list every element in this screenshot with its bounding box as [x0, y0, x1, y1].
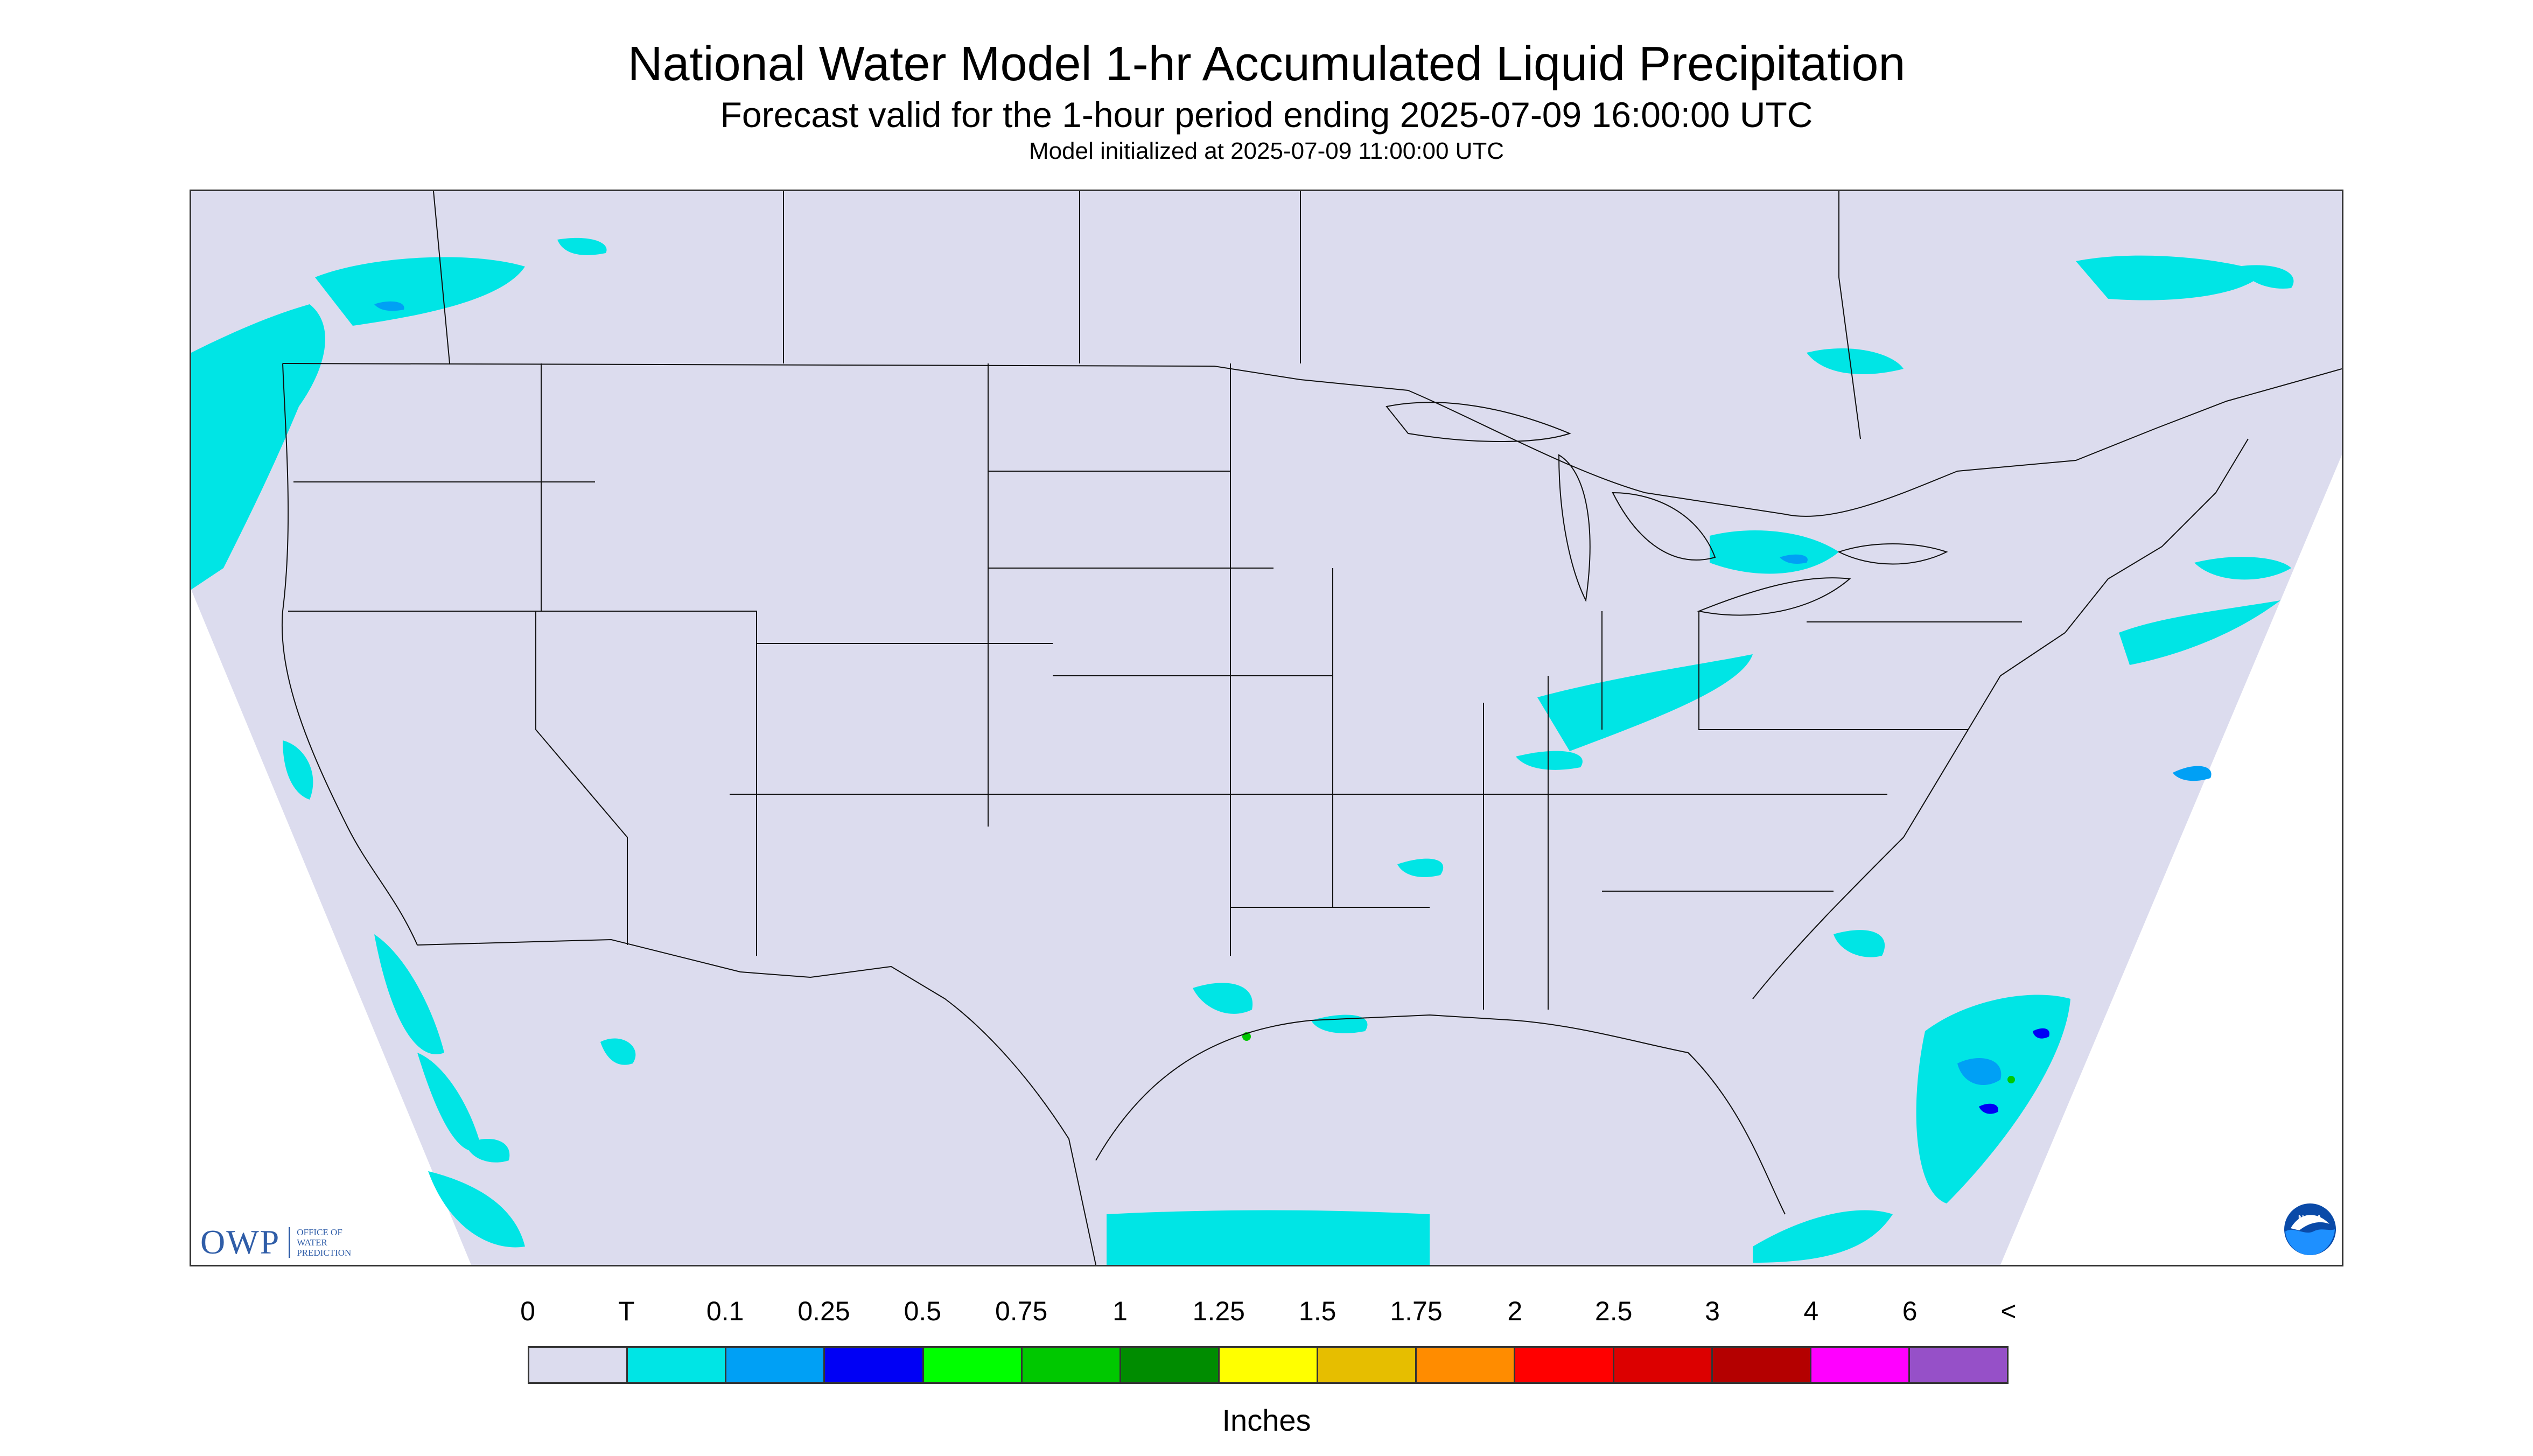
owp-logo: OWP OFFICE OF WATER PREDICTION: [200, 1222, 351, 1262]
precip-trace-areas: [191, 237, 2294, 1265]
noaa-logo-text: NOAA: [2298, 1214, 2322, 1223]
legend-swatch-6: [1121, 1348, 1220, 1382]
legend-tick-label: 6: [1902, 1296, 1918, 1326]
legend-swatch-5: [1022, 1348, 1121, 1382]
legend-swatch-12: [1712, 1348, 1811, 1382]
legend-tick-label: 2: [1507, 1296, 1523, 1326]
state-boundaries: [281, 191, 2342, 1265]
legend-swatch-10: [1515, 1348, 1614, 1382]
legend-tick-label: 0.25: [797, 1296, 850, 1326]
legend-swatch-1: [628, 1348, 727, 1382]
model-domain: [191, 191, 2342, 1265]
legend-swatch-8: [1318, 1348, 1417, 1382]
legend-tick-label: 1.25: [1192, 1296, 1245, 1326]
legend-swatch-2: [726, 1348, 825, 1382]
model-init-note: Model initialized at 2025-07-09 11:00:00…: [1028, 138, 1505, 164]
legend: 0 T 0.1 0.25 0.5 0.75 1 1.25 1.5 1.75 2 2.5 3 4 6 < Inc…: [0, 1292, 2533, 1456]
legend-swatch-0: [529, 1348, 628, 1382]
legend-tick-label: 1: [1112, 1296, 1128, 1326]
legend-tick-label: 0: [520, 1296, 535, 1326]
precipitation-map: [190, 190, 2343, 1266]
legend-swatch-3: [825, 1348, 924, 1382]
chart-title: National Water Model 1-hr Accumulated Li…: [627, 37, 1906, 91]
legend-tick-label: 1.75: [1390, 1296, 1443, 1326]
legend-units: Inches: [1222, 1403, 1311, 1437]
legend-tick-label: 3: [1705, 1296, 1720, 1326]
legend-swatch-13: [1811, 1348, 1910, 1382]
legend-tick-label: 4: [1803, 1296, 1819, 1326]
chart-subtitle: Forecast valid for the 1-hour period end…: [720, 95, 1813, 135]
precip-moderate-areas: [1979, 1028, 2049, 1114]
legend-tick-label: <: [2000, 1296, 2017, 1326]
precip-light-areas: [374, 301, 2212, 1085]
legend-swatch-14: [1909, 1348, 2007, 1382]
legend-swatch-7: [1219, 1348, 1319, 1382]
legend-tick-label: T: [618, 1296, 635, 1326]
legend-tick-label: 2.5: [1594, 1296, 1633, 1326]
legend-swatch-9: [1417, 1348, 1516, 1382]
legend-tick-label: 0.5: [904, 1296, 942, 1326]
legend-tick-label: 1.5: [1298, 1296, 1337, 1326]
owp-logo-mark: OWP: [200, 1223, 281, 1261]
legend-colorbar: [528, 1346, 2009, 1384]
legend-tick-label: 0.75: [995, 1296, 1048, 1326]
legend-swatch-4: [923, 1348, 1023, 1382]
legend-swatch-11: [1614, 1348, 1713, 1382]
noaa-logo-icon: NOAA: [2283, 1202, 2337, 1259]
legend-tick-label: 0.1: [706, 1296, 744, 1326]
owp-logo-text: OFFICE OF WATER PREDICTION: [289, 1227, 351, 1258]
